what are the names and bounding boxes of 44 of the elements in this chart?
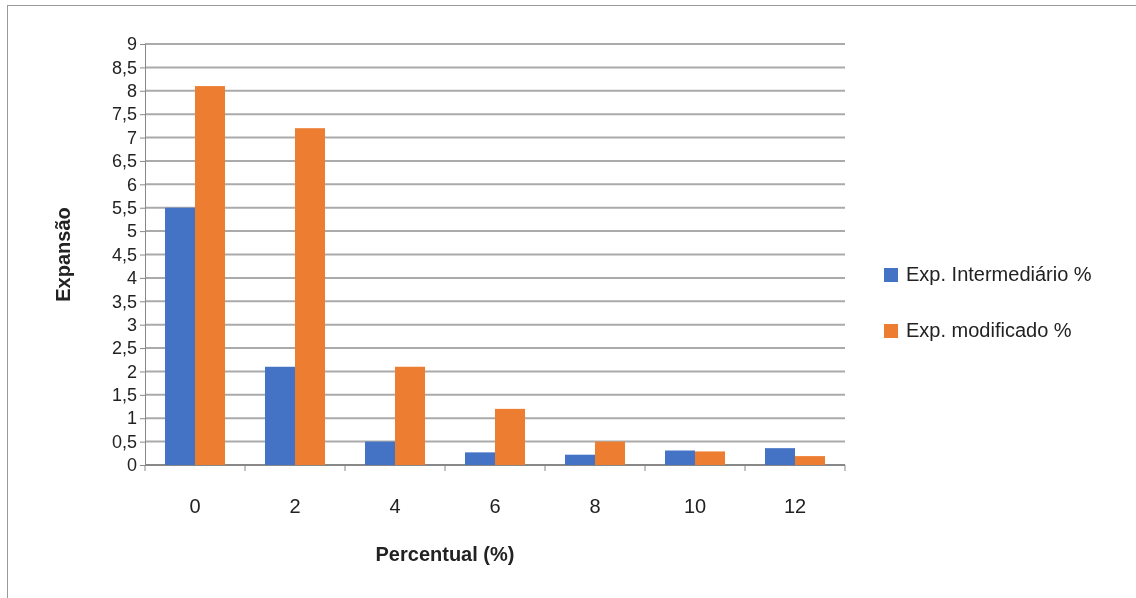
y-tick-label: 4 <box>126 268 137 289</box>
y-tick-label: 0 <box>126 455 137 476</box>
y-tick-label: 5,5 <box>111 197 137 218</box>
bar <box>395 366 425 465</box>
bar <box>695 451 725 465</box>
y-axis-title: Expansão <box>52 207 74 302</box>
y-tick-label: 9 <box>126 34 137 55</box>
legend-label: Exp. modificado % <box>906 319 1072 341</box>
bar <box>565 454 595 465</box>
bar <box>595 441 625 465</box>
bar <box>195 86 225 465</box>
y-tick-label: 4,5 <box>111 244 137 265</box>
y-tick-label: 6 <box>126 174 137 195</box>
y-tick-label: 0,5 <box>111 431 137 452</box>
y-tick-label: 8 <box>126 81 137 102</box>
y-tick-label: 5 <box>126 221 137 242</box>
y-tick-label: 2,5 <box>111 338 137 359</box>
y-tick-label: 2 <box>126 361 137 382</box>
y-tick-label: 3 <box>126 314 137 335</box>
x-tick-label: 8 <box>589 495 601 517</box>
y-tick-label: 3,5 <box>111 291 137 312</box>
x-axis-title: Percentual (%) <box>375 543 515 565</box>
legend-label: Exp. Intermediário % <box>906 263 1092 285</box>
y-tick-label: 1,5 <box>111 385 137 406</box>
bar <box>665 450 695 465</box>
y-tick-label: 6,5 <box>111 151 137 172</box>
y-tick-label: 7,5 <box>111 104 137 125</box>
x-tick-label: 2 <box>289 495 301 517</box>
bar <box>465 452 495 465</box>
x-tick-label: 12 <box>783 495 807 517</box>
y-tick-label: 8,5 <box>111 57 137 78</box>
x-tick-label: 6 <box>489 495 501 517</box>
x-tick-label: 0 <box>189 495 201 517</box>
bar <box>795 456 825 465</box>
x-tick-label: 10 <box>683 495 707 517</box>
x-tick-label: 4 <box>389 495 401 517</box>
bar <box>495 408 525 465</box>
y-tick-label: 1 <box>126 408 137 429</box>
bar <box>265 366 295 465</box>
y-tick-label: 7 <box>126 127 137 148</box>
bar <box>765 448 795 465</box>
bar <box>295 128 325 465</box>
bar <box>165 207 195 465</box>
bar <box>365 441 395 465</box>
